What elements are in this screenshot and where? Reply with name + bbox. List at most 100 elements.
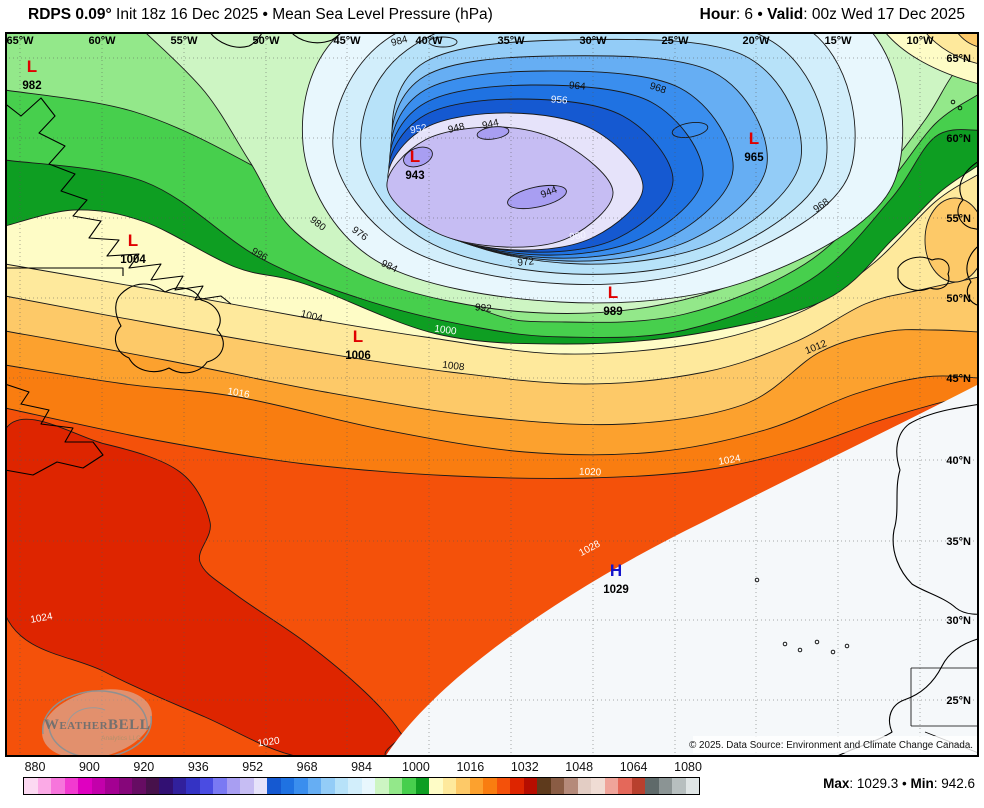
valid-value: : 00z Wed 17 Dec 2025: [803, 6, 965, 23]
colorbar-segment: [685, 778, 699, 794]
pressure-center-letter: H: [610, 561, 622, 580]
island: [957, 105, 963, 111]
lon-label: 15°W: [824, 35, 852, 47]
contour-label: 968: [648, 81, 668, 97]
pressure-center-letter: L: [27, 57, 37, 76]
colorbar-segment: [442, 778, 456, 794]
contour-line: [5, 129, 979, 338]
colorbar-segment: [91, 778, 105, 794]
colorbar-segment: [64, 778, 78, 794]
lon-label: 50°W: [252, 35, 280, 47]
logo-swirl-icon: [42, 689, 152, 757]
coastline: [208, 32, 263, 48]
country-border: [910, 667, 979, 754]
colorbar-segment: [429, 778, 443, 794]
small-contour: [671, 121, 709, 139]
colorbar-tick: 1064: [619, 760, 648, 774]
valid-label: Valid: [767, 6, 804, 23]
pressure-center: L 965: [744, 129, 764, 164]
lon-label: 20°W: [742, 35, 770, 47]
colorbar-segment: [267, 778, 281, 794]
colorbar-segment: [469, 778, 483, 794]
colorbar-segment: [105, 778, 119, 794]
coastline: [5, 97, 232, 305]
colorbar-segment: [645, 778, 659, 794]
coastline: [5, 267, 124, 276]
contour-label: 972: [517, 256, 535, 269]
colorbar-segment: [361, 778, 375, 794]
colorbar-segment: [226, 778, 240, 794]
colorbar-segment: [132, 778, 146, 794]
colorbar-segment: [456, 778, 470, 794]
lat-label: 60°N: [946, 133, 971, 145]
colorbar-segment: [604, 778, 618, 794]
colorbar-segment: [415, 778, 429, 794]
lat-label: 25°N: [946, 695, 971, 707]
lon-label: 55°W: [170, 35, 198, 47]
colorbar-segment: [523, 778, 537, 794]
colorbar-segment: [145, 778, 159, 794]
colorbar-segment: [213, 778, 227, 794]
ridge-patch: [956, 32, 979, 48]
contour-label: 1000: [434, 324, 458, 338]
contour-line: [144, 32, 979, 314]
contour-label: 1024: [718, 453, 742, 468]
logo-spiral-arm: [66, 707, 106, 727]
pressure-center: H 1029: [603, 561, 629, 596]
pressure-fill-regions: [5, 32, 979, 757]
lon-label: 45°W: [333, 35, 361, 47]
contour-label: 1020: [257, 735, 281, 749]
pressure-center: L 1006: [345, 327, 371, 362]
pressure-center-value: 1029: [603, 584, 629, 596]
island: [950, 99, 956, 105]
pressure-centers: L 982 L 943 L 965 L 989 L 1004 L 1006 H 1029: [22, 57, 764, 596]
model-subtitle: Init 18z 16 Dec 2025 • Mean Sea Level Pr…: [111, 6, 493, 23]
colorbar-tick: 1016: [456, 760, 485, 774]
attribution-text: © 2025. Data Source: Environment and Cli…: [689, 740, 973, 751]
pressure-center-value: 965: [744, 152, 764, 164]
contour-label: 1020: [579, 467, 602, 479]
colorbar-segment: [78, 778, 92, 794]
min-value: : 942.6: [933, 776, 975, 791]
weatherbell-logo: WeatherBELL Analytics LLC: [42, 689, 152, 757]
colorbar-segment: [577, 778, 591, 794]
logo-title: WeatherBELL: [44, 717, 150, 733]
contour-line: [5, 393, 979, 479]
pressure-center-letter: L: [128, 231, 138, 250]
contour-label: 964: [568, 80, 586, 92]
contour-label: 960: [569, 230, 587, 243]
pressure-center-value: 943: [405, 170, 424, 182]
contour-label: 984: [390, 34, 409, 49]
colorbar-segment: [483, 778, 497, 794]
pressure-center: L 943: [405, 147, 424, 182]
lon-label: 25°W: [661, 35, 689, 47]
contour-line: [5, 364, 979, 456]
contour-label: 944: [481, 117, 500, 131]
coastline: [892, 403, 979, 615]
colorbar-tick: 920: [133, 760, 155, 774]
logo-subtitle: Analytics LLC: [101, 735, 141, 742]
contour-label: 1008: [442, 360, 466, 374]
colorbar-segment: [375, 778, 389, 794]
contour-label: 992: [474, 302, 492, 314]
island: [797, 647, 803, 653]
model-title: RDPS 0.09° Init 18z 16 Dec 2025 • Mean S…: [28, 0, 493, 30]
colorbar-segment: [658, 778, 672, 794]
min-label: Min: [910, 776, 934, 791]
domain-edge-region: [385, 384, 979, 757]
contour-label: 1004: [299, 309, 324, 325]
colorbar-segment: [672, 778, 686, 794]
contour-label: 956: [550, 94, 568, 106]
colorbar-segment: [321, 778, 335, 794]
pressure-center: L 982: [22, 57, 41, 92]
colorbar-segment: [172, 778, 186, 794]
colorbar-tick: 952: [242, 760, 264, 774]
colorbar-segment: [510, 778, 524, 794]
colorbar-segment: [564, 778, 578, 794]
logo-spiral-arm: [48, 715, 152, 757]
lat-label: 65°N: [946, 53, 971, 65]
colorbar-tick: 1080: [674, 760, 702, 774]
model-name: RDPS 0.09°: [28, 6, 112, 23]
hour-value: : 6 •: [735, 6, 768, 23]
